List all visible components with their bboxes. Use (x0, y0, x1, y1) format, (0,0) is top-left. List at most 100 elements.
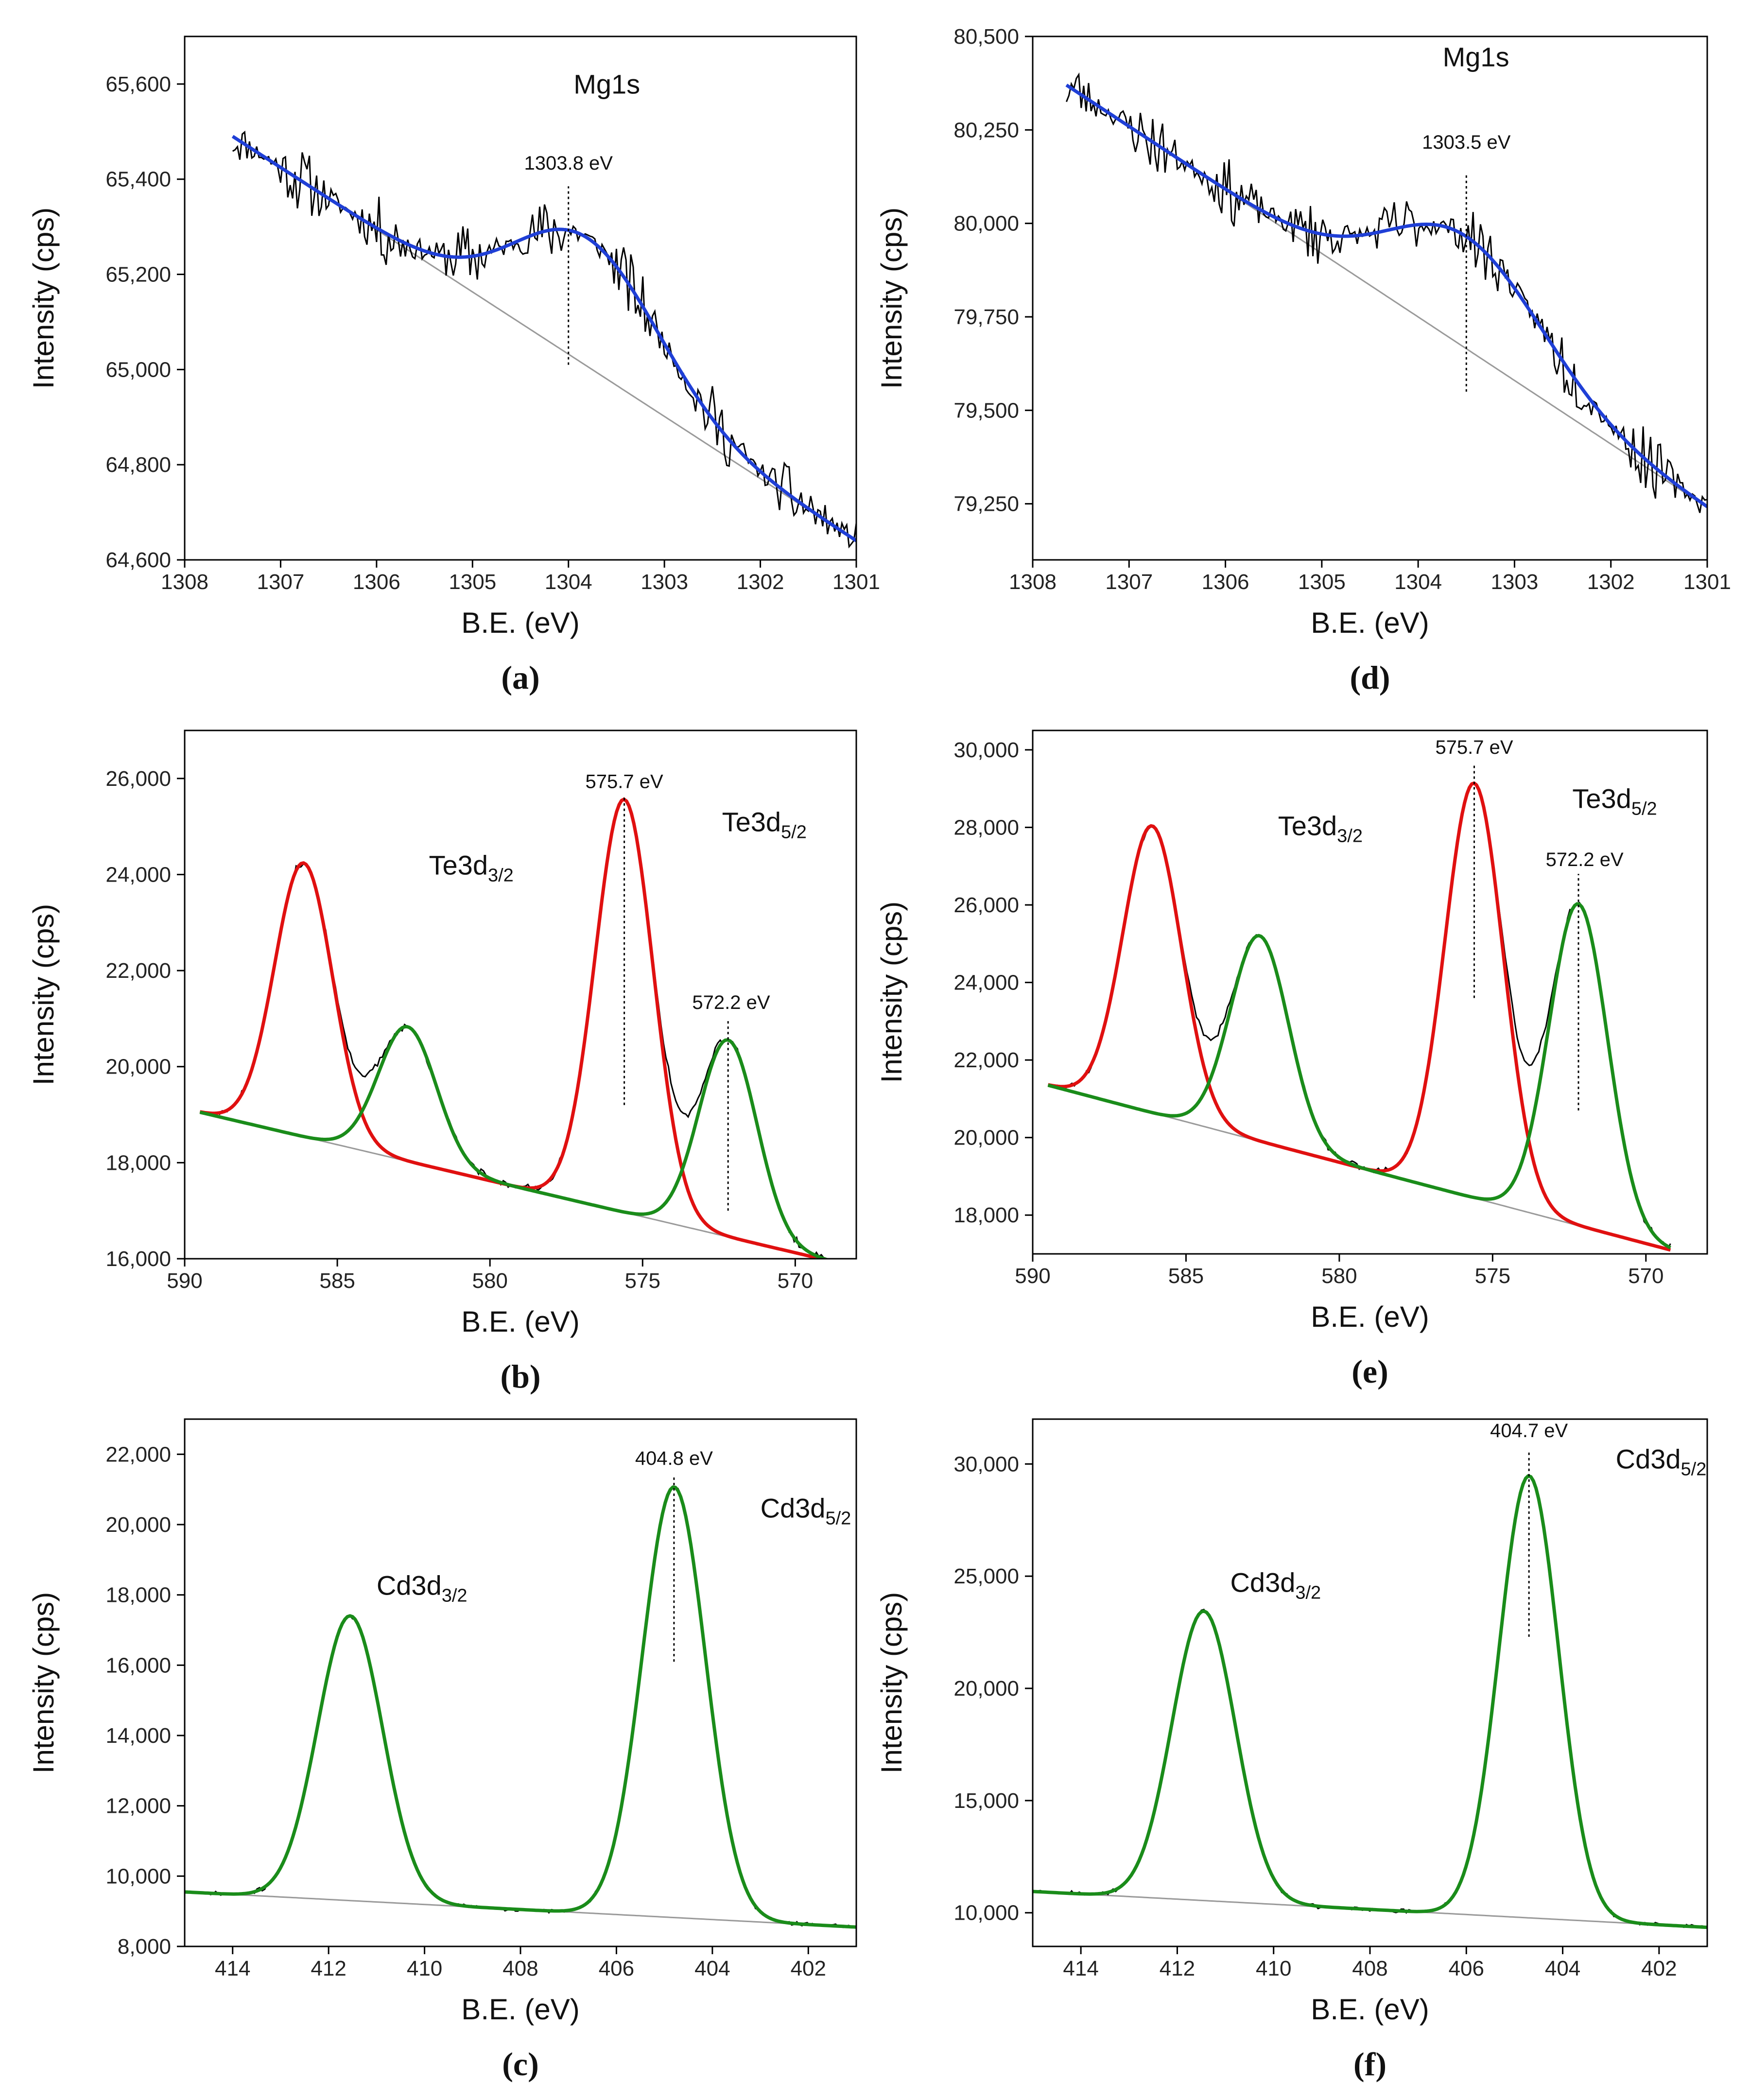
x-tick-label: 590 (1015, 1264, 1050, 1288)
x-axis-title: B.E. (eV) (461, 1305, 579, 1338)
element-title: Mg1s (1443, 42, 1509, 72)
x-tick-label: 1302 (737, 570, 784, 594)
x-tick-label: 410 (1256, 1957, 1291, 1980)
x-tick-label: 1305 (449, 570, 496, 594)
fit-line-green (199, 1025, 830, 1259)
x-tick-label: 570 (778, 1269, 813, 1293)
orbital-label-subscript: 3/2 (442, 1586, 468, 1606)
plot-area (1033, 1474, 1707, 1929)
x-tick-label: 1307 (257, 570, 304, 594)
orbital-label-main: Te3d (1278, 810, 1337, 841)
plot-frame (184, 729, 857, 1260)
chart-panel-f: 414 412 410 408 406 404 402 10,000 15,000 20,000 2… (875, 1418, 1708, 2083)
plot-area (199, 797, 830, 1259)
x-tick-label: 408 (1352, 1957, 1387, 1980)
orbital-label-subscript: 3/2 (488, 865, 514, 885)
x-tick-label: 408 (502, 1957, 538, 1980)
chart-panel-b: 590 585 580 575 570 16,000 18,000 20,000 22,000 2… (27, 729, 857, 1395)
orbital-label: Cd3d3/2 (1230, 1567, 1321, 1603)
y-tick-label: 65,400 (105, 168, 171, 191)
x-tick-label: 1304 (1394, 570, 1442, 594)
x-tick-label: 575 (1475, 1264, 1510, 1288)
orbital-label-subscript: 5/2 (1631, 799, 1657, 819)
x-axis-title: B.E. (eV) (461, 607, 579, 639)
fit-line-blue (231, 135, 856, 542)
orbital-label-subscript: 5/2 (825, 1509, 851, 1529)
raw-spectrum-line (232, 130, 856, 549)
y-tick-label: 64,600 (105, 548, 171, 572)
y-tick-label: 80,250 (953, 118, 1019, 142)
x-tick-label: 580 (1321, 1264, 1357, 1288)
fit-line-green (1033, 1474, 1707, 1929)
panel-label: (d) (1350, 659, 1390, 696)
y-tick-label: 30,000 (953, 1452, 1019, 1476)
x-tick-label: 410 (407, 1957, 442, 1980)
y-tick-label: 26,000 (105, 767, 171, 791)
y-tick-label: 20,000 (953, 1126, 1019, 1150)
orbital-label-main: Te3d (1572, 783, 1631, 814)
y-tick-label: 18,000 (105, 1583, 171, 1607)
y-tick-label: 18,000 (105, 1151, 171, 1175)
x-axis-title: B.E. (eV) (1311, 1993, 1429, 2026)
y-tick-label: 25,000 (953, 1564, 1019, 1588)
chart-panel-d: 1308 1307 1306 1305 1304 1303 1302 1301 79,250 79… (875, 25, 1731, 696)
peak-energy-label: 404.7 eV (1490, 1420, 1568, 1441)
y-tick-label: 80,500 (953, 25, 1019, 49)
orbital-label: Cd3d3/2 (377, 1570, 468, 1606)
y-tick-label: 24,000 (105, 863, 171, 886)
y-axis-title: Intensity (cps) (27, 1592, 60, 1773)
y-tick-label: 79,500 (953, 399, 1019, 422)
y-tick-label: 20,000 (105, 1513, 171, 1537)
x-tick-label: 1303 (1490, 570, 1538, 594)
orbital-label-subscript: 5/2 (781, 822, 807, 843)
x-tick-label: 585 (319, 1269, 355, 1293)
orbital-label-main: Cd3d (1616, 1444, 1681, 1475)
orbital-label-main: Cd3d (377, 1570, 442, 1601)
peak-energy-label: 404.8 eV (635, 1448, 713, 1469)
y-tick-label: 65,600 (105, 72, 171, 96)
x-tick-label: 1302 (1587, 570, 1635, 594)
chart-panel-e: 590 585 580 575 570 18,000 20,000 22,000 24,000 2… (875, 729, 1708, 1390)
orbital-label-main: Cd3d (761, 1493, 826, 1524)
y-tick-label: 8,000 (118, 1935, 171, 1959)
orbital-label-main: Te3d (429, 850, 488, 880)
peak-energy-label: 572.2 eV (692, 992, 770, 1013)
y-tick-label: 14,000 (105, 1724, 171, 1748)
fit-line-blue (1065, 84, 1707, 508)
panel-label: (f) (1353, 2046, 1386, 2083)
x-tick-label: 1306 (1202, 570, 1249, 594)
x-tick-label: 1306 (353, 570, 400, 594)
peak-energy-label: 1303.8 eV (524, 153, 613, 174)
x-tick-label: 1305 (1298, 570, 1346, 594)
y-tick-label: 22,000 (105, 1442, 171, 1466)
chart-panel-c: 414 412 410 408 406 404 402 8,000 10,000 12,000 14… (27, 1418, 857, 2083)
x-axis-title: B.E. (eV) (461, 1993, 579, 2026)
plot-frame (1032, 35, 1708, 561)
y-tick-label: 18,000 (953, 1203, 1019, 1227)
y-tick-label: 24,000 (953, 971, 1019, 995)
plot-area (231, 130, 856, 549)
x-tick-label: 580 (472, 1269, 507, 1293)
chart-panel-a: 1308 1307 1306 1305 1304 1303 1302 1301 64,600 64… (27, 35, 880, 696)
panel-label: (a) (501, 659, 539, 696)
y-axis-title: Intensity (cps) (27, 904, 60, 1085)
x-tick-label: 570 (1628, 1264, 1663, 1288)
peak-energy-label: 572.2 eV (1546, 849, 1624, 870)
x-tick-label: 1304 (545, 570, 592, 594)
y-tick-label: 20,000 (953, 1677, 1019, 1701)
y-tick-label: 80,000 (953, 212, 1019, 236)
y-tick-label: 30,000 (953, 738, 1019, 762)
orbital-label-main: Te3d (722, 807, 781, 837)
peak-energy-label: 575.7 eV (586, 771, 663, 793)
plot-frame (1032, 729, 1708, 1255)
peak-energy-label: 575.7 eV (1435, 737, 1513, 758)
orbital-label-subscript: 3/2 (1295, 1583, 1321, 1603)
orbital-label-subscript: 3/2 (1337, 826, 1363, 846)
raw-spectrum-line (1033, 1475, 1707, 1929)
x-axis-title: B.E. (eV) (1311, 607, 1429, 639)
plot-area (185, 1485, 856, 1929)
plot-frame (184, 35, 857, 561)
element-title: Mg1s (573, 69, 640, 99)
orbital-label: Te3d3/2 (1278, 810, 1363, 846)
panel-label: (e) (1351, 1353, 1388, 1390)
